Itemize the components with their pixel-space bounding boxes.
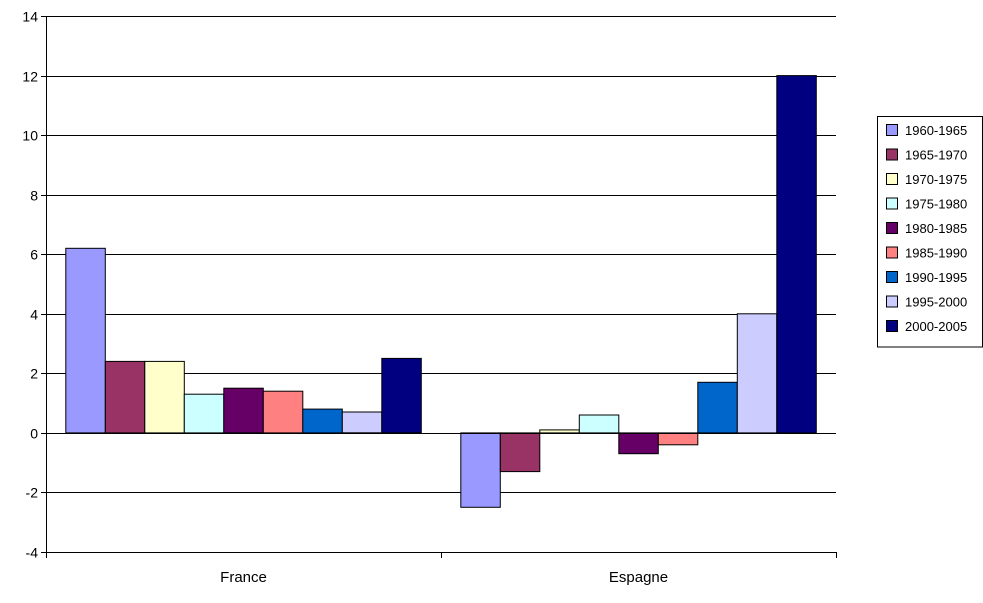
bar-1975-1980-france (183, 393, 225, 434)
legend-label: 1960-1965 (905, 123, 967, 138)
y-tick-label: 10 (22, 128, 38, 144)
bar-1985-1990-espagne (657, 432, 699, 446)
bar-2000-2005-france (381, 357, 422, 434)
legend-label: 2000-2005 (905, 319, 967, 334)
y-tick-label: 14 (22, 9, 38, 25)
bar-1995-2000-france (341, 411, 383, 434)
legend-swatch (886, 173, 898, 185)
y-tick-label: 6 (30, 247, 38, 263)
legend-swatch (886, 222, 898, 234)
bar-1975-1980-espagne (578, 414, 620, 434)
bar-1970-1975-espagne (539, 429, 580, 434)
bar-1965-1970-espagne (499, 432, 541, 473)
y-tick-label: -2 (26, 485, 39, 501)
bar-1990-1995-france (302, 408, 343, 434)
legend-swatch (886, 295, 898, 308)
bar-1980-1985-espagne (618, 432, 659, 455)
bar-1970-1975-france (144, 360, 185, 434)
bar-1985-1990-france (262, 390, 304, 434)
y-tick-label: 4 (30, 307, 38, 323)
y-tick-label: 12 (22, 69, 38, 85)
y-tick-label: -4 (26, 545, 39, 561)
legend-swatch (886, 148, 898, 161)
y-tick-label: 0 (30, 426, 38, 442)
bar-1995-2000-espagne (736, 313, 778, 434)
legend-label: 1990-1995 (905, 270, 967, 285)
legend-swatch (886, 320, 898, 332)
y-tick-label: 8 (30, 188, 38, 204)
legend: 1960-1965 1965-1970 1970-1975 1975-1980 1980… (877, 116, 983, 348)
legend-label: 1975-1980 (905, 197, 967, 212)
bar-1965-1970-france (104, 360, 146, 434)
gridlines (46, 16, 836, 553)
bar-2000-2005-espagne (776, 75, 817, 434)
bar-1960-1965-france (65, 247, 106, 434)
legend-label: 1970-1975 (905, 172, 967, 187)
x-category-label: Espagne (609, 569, 668, 586)
bars (65, 75, 817, 508)
x-category-label: France (220, 569, 267, 586)
legend-swatch (886, 246, 898, 259)
bar-1980-1985-france (223, 387, 264, 434)
legend-swatch (886, 271, 898, 283)
legend-label: 1965-1970 (905, 148, 967, 163)
legend-swatch (886, 197, 898, 210)
legend-swatch (886, 124, 898, 136)
bar-1990-1995-espagne (697, 381, 738, 434)
legend-label: 1980-1985 (905, 221, 967, 236)
legend-label: 1985-1990 (905, 246, 967, 261)
y-tick-label: 2 (30, 366, 38, 382)
bar-1960-1965-espagne (460, 432, 501, 508)
legend-label: 1995-2000 (905, 295, 967, 310)
axes: -4 -2 0 2 4 6 8 10 12 14 France Espagne (22, 9, 837, 586)
